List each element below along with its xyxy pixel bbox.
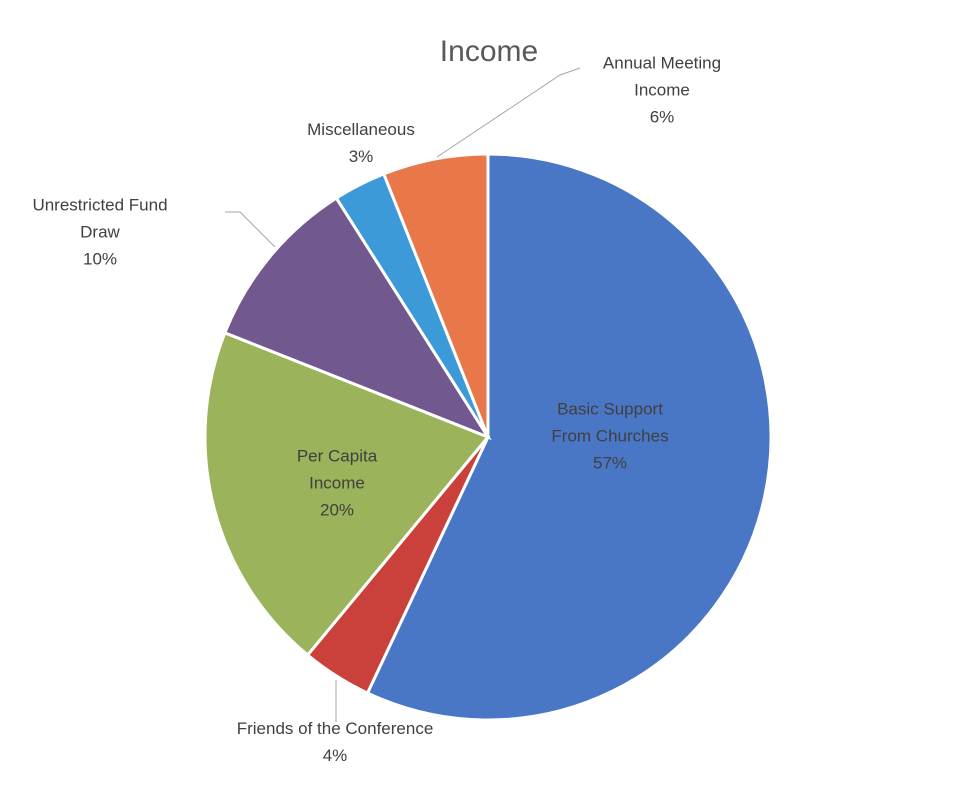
leader-line xyxy=(436,67,581,158)
category-label: Per Capita Income xyxy=(296,446,378,493)
category-label: Friends of the Conference xyxy=(236,719,434,738)
chart-title: Income xyxy=(439,35,539,68)
data-label: Per Capita Income 20% xyxy=(287,443,387,524)
pie-slice xyxy=(365,152,773,722)
value-label: 10% xyxy=(82,249,118,269)
value-label: 6% xyxy=(649,107,675,127)
slices xyxy=(203,152,773,722)
category-label: Unrestricted Fund Draw xyxy=(32,195,168,242)
data-label: Annual Meeting Income 6% xyxy=(577,50,747,131)
value-label: 3% xyxy=(348,147,374,166)
data-label: Basic Support From Churches 57% xyxy=(535,396,685,477)
category-label: Basic Support From Churches xyxy=(551,399,669,446)
leader-line xyxy=(225,211,276,248)
value-label: 57% xyxy=(592,453,628,473)
data-label: Friends of the Conference 4% xyxy=(175,715,495,769)
pie-slice xyxy=(203,330,491,658)
category-label: Annual Meeting Income xyxy=(602,53,722,100)
pie-slice xyxy=(381,152,490,438)
value-label: 20% xyxy=(319,500,355,520)
pie-slice xyxy=(222,195,492,441)
data-label: Unrestricted Fund Draw 10% xyxy=(30,192,170,273)
data-label: Miscellaneous 3% xyxy=(281,116,441,170)
value-label: 4% xyxy=(322,746,348,765)
category-label: Miscellaneous xyxy=(307,120,415,139)
